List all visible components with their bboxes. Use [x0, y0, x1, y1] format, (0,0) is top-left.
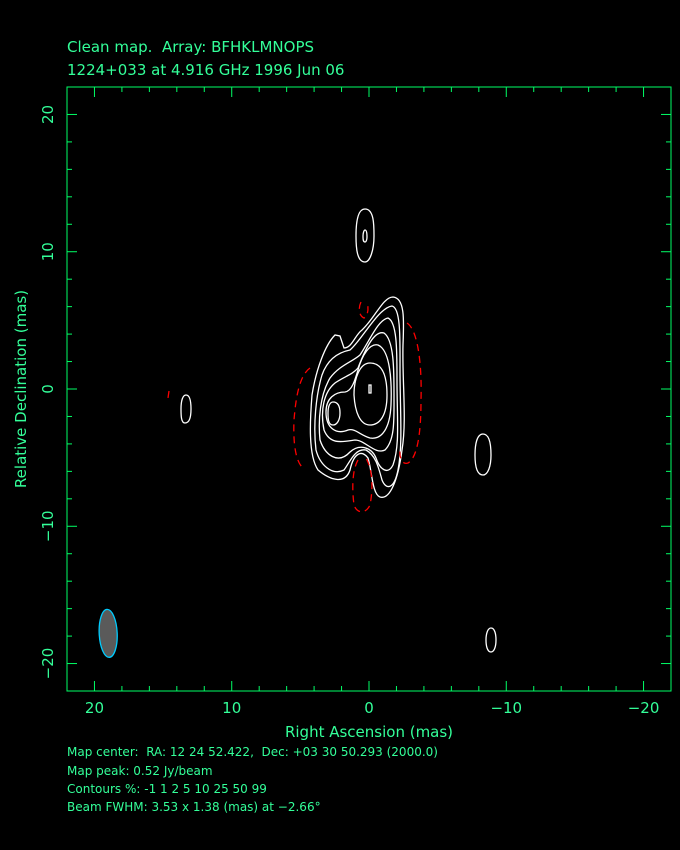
beam-ellipse — [98, 608, 118, 658]
y-tick-label: 0 — [39, 384, 57, 394]
x-tick-label: 10 — [222, 699, 241, 717]
x-tick-label: 0 — [364, 699, 374, 717]
positive-contour — [325, 344, 392, 439]
positive-contour — [368, 384, 372, 394]
positive-contour — [314, 305, 402, 488]
y-tick-label: 20 — [39, 105, 57, 124]
positive-contour — [309, 296, 405, 498]
chart-title: Clean map. Array: BFHKLMNOPS — [67, 38, 315, 56]
x-tick-label: 20 — [85, 699, 104, 717]
footer-contours: Contours %: -1 1 2 5 10 25 50 99 — [67, 782, 267, 796]
negative-contour — [352, 457, 373, 513]
negative-contour — [167, 390, 170, 399]
positive-contour — [321, 332, 395, 452]
y-tick-label: −10 — [39, 510, 57, 542]
footer-map-center: Map center: RA: 12 24 52.422, Dec: +03 3… — [67, 745, 438, 759]
x-axis-label: Right Ascension (mas) — [285, 723, 453, 741]
footer-map-peak: Map peak: 0.52 Jy/beam — [67, 764, 213, 778]
positive-contour — [318, 317, 399, 471]
positive-contour — [362, 229, 368, 243]
x-tick-label: −20 — [628, 699, 660, 717]
y-tick-label: 10 — [39, 242, 57, 261]
positive-contour — [474, 433, 492, 476]
negative-contour — [293, 367, 311, 469]
y-axis-label: Relative Declination (mas) — [12, 290, 30, 488]
positive-contour — [353, 362, 388, 426]
positive-contour — [180, 394, 192, 424]
chart-subtitle: 1224+033 at 4.916 GHz 1996 Jun 06 — [67, 61, 345, 79]
negative-contour — [358, 301, 369, 319]
negative-contour — [399, 322, 422, 464]
positive-contour — [485, 627, 497, 653]
y-tick-label: −20 — [39, 648, 57, 680]
positive-contour — [355, 208, 375, 263]
footer-beam: Beam FWHM: 3.53 x 1.38 (mas) at −2.66° — [67, 800, 321, 814]
positive-contour — [327, 401, 341, 426]
x-tick-label: −10 — [490, 699, 522, 717]
